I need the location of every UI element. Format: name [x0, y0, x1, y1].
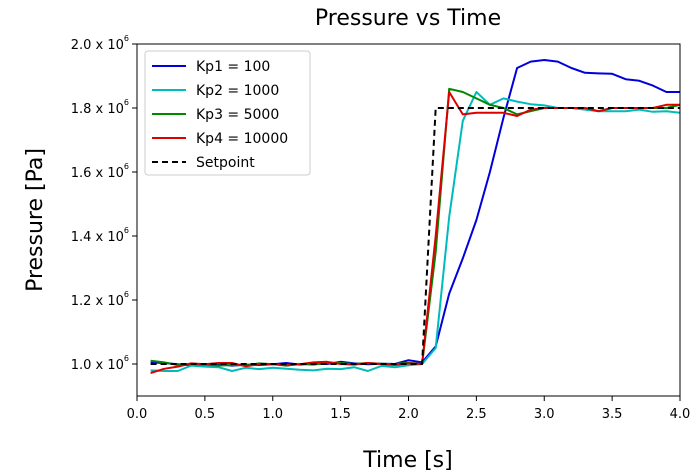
legend: Kp1 = 100 Kp2 = 1000 Kp3 = 5000 Kp4 = 10000…: [144, 50, 311, 176]
y-tick-label: 1.0 x 106: [71, 354, 129, 373]
x-tick-label: 3.0: [534, 407, 555, 422]
chart-title: Pressure vs Time: [315, 6, 501, 31]
plot-area: [136, 43, 681, 397]
y-tick-label-base: 1.4 x 10: [71, 230, 124, 245]
series-line-5: [150, 107, 680, 365]
y-tick-label-exponent: 6: [124, 162, 129, 171]
y-tick-label: 1.4 x 106: [71, 226, 129, 245]
x-axis-title: Time [s]: [362, 448, 452, 473]
x-tick-label: 2.5: [466, 407, 487, 422]
legend-label-5: Setpoint: [196, 155, 255, 171]
y-tick-label-base: 1.6 x 10: [71, 166, 124, 181]
legend-box: [144, 50, 311, 176]
y-tick-label-exponent: 6: [124, 34, 129, 43]
y-tick-label: 2.0 x 106: [71, 34, 129, 53]
x-tick-label: 1.5: [330, 407, 351, 422]
x-tick-label: 1.0: [262, 407, 283, 422]
y-tick-label-exponent: 6: [124, 354, 129, 363]
series-layer: [150, 59, 680, 374]
y-tick-label-base: 1.8 x 10: [71, 102, 124, 117]
legend-label-1: Kp1 = 100: [196, 59, 270, 75]
legend-label-3: Kp3 = 5000: [196, 107, 279, 123]
y-tick-label-exponent: 6: [124, 98, 129, 107]
y-tick-label: 1.2 x 106: [71, 290, 129, 309]
y-tick-label-exponent: 6: [124, 290, 129, 299]
y-tick-label-exponent: 6: [124, 226, 129, 235]
legend-label-2: Kp2 = 1000: [196, 83, 279, 99]
y-tick-label: 1.8 x 106: [71, 98, 129, 117]
y-axis-title: Pressure [Pa]: [23, 148, 48, 292]
x-tick-label: 4.0: [670, 407, 691, 422]
y-tick-label-base: 1.0 x 10: [71, 358, 124, 373]
x-tick-label: 3.5: [602, 407, 623, 422]
x-axis: 0.0 0.5 1.0 1.5 2.0 2.5 3.0 3.5 4.0: [127, 396, 691, 422]
y-tick-label: 1.6 x 106: [71, 162, 129, 181]
x-tick-label: 2.0: [398, 407, 419, 422]
legend-label-4: Kp4 = 10000: [196, 131, 288, 147]
y-tick-label-base: 2.0 x 10: [71, 38, 124, 53]
y-tick-label-base: 1.2 x 10: [71, 294, 124, 309]
x-tick-label: 0.0: [127, 407, 148, 422]
x-tick-label: 0.5: [195, 407, 216, 422]
